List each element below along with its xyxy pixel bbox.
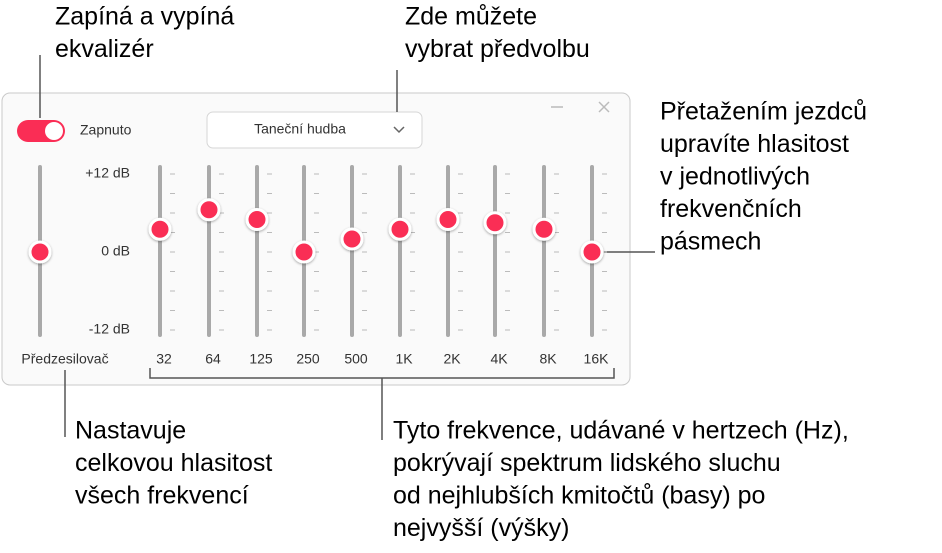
callout-text: frekvenčních xyxy=(660,195,802,223)
callout-text: Zapíná a vypíná xyxy=(55,3,234,31)
callout-text: Tyto frekvence, udávané v hertzech (Hz), xyxy=(393,417,849,445)
toggle-label: Zapnuto xyxy=(80,122,132,138)
scale-label: -12 dB xyxy=(89,321,130,337)
slider-track xyxy=(398,165,402,337)
slider-knob[interactable] xyxy=(388,217,412,241)
slider-track xyxy=(255,165,259,337)
slider-track xyxy=(207,165,211,337)
slider-track xyxy=(158,165,162,337)
band-label: 32 xyxy=(156,351,172,367)
slider-knob[interactable] xyxy=(340,227,364,251)
band-label: 500 xyxy=(344,351,368,367)
callout-text: nejvyšší (výšky) xyxy=(393,514,569,542)
band-label: 64 xyxy=(205,351,221,367)
preamp-label: Předzesilovač xyxy=(21,351,108,367)
callout-text: Zde můžete xyxy=(405,3,537,31)
slider-knob[interactable] xyxy=(532,217,556,241)
scale-label: 0 dB xyxy=(101,243,130,259)
callout-text: ekvalizér xyxy=(55,35,154,63)
dropdown-chevron xyxy=(393,126,405,134)
slider-knob[interactable] xyxy=(292,240,316,264)
band-label: 16K xyxy=(584,351,610,367)
band-label: 1K xyxy=(395,351,413,367)
eq-sliders: +12 dB 0 dB -12 dB 32 64 125 250 500 1K 2K 4K 8K 16K xyxy=(28,165,610,367)
slider-knob[interactable] xyxy=(483,211,507,235)
band-label: 8K xyxy=(539,351,557,367)
callout-text: všech frekvencí xyxy=(75,482,249,510)
callout-text: Nastavuje xyxy=(75,417,186,445)
callout-lines xyxy=(39,55,655,440)
scale-label: +12 dB xyxy=(85,165,130,181)
preset-dropdown[interactable] xyxy=(206,111,423,149)
band-label: 125 xyxy=(249,351,273,367)
band-label: 250 xyxy=(296,351,320,367)
slider-knob[interactable] xyxy=(28,240,52,264)
preset-value: Taneční hudba xyxy=(254,121,346,137)
callout-text: vybrat předvolbu xyxy=(405,35,590,63)
slider-track xyxy=(542,165,546,337)
callout-text: Přetažením jezdců xyxy=(660,98,867,126)
toggle-knob xyxy=(45,122,63,140)
slider-knob[interactable] xyxy=(436,208,460,231)
slider-knob[interactable] xyxy=(245,208,269,231)
close-button[interactable] xyxy=(598,101,610,113)
band-label: 4K xyxy=(490,351,508,367)
slider-knob[interactable] xyxy=(197,198,221,222)
callouts: Zapíná a vypíná ekvalizér Zde můžete vybrat… xyxy=(55,3,867,543)
callout-text: pokrývají spektrum lidského sluchu xyxy=(393,449,781,477)
callout-text: celkovou hlasitost xyxy=(75,449,272,477)
slider-knob[interactable] xyxy=(580,240,604,264)
callout-text: pásmech xyxy=(660,228,761,256)
band-label: 2K xyxy=(443,351,461,367)
callout-text: od nejhlubších kmitočtů (basy) po xyxy=(393,482,765,510)
slider-knob[interactable] xyxy=(148,217,172,241)
slider-track xyxy=(493,165,497,337)
callout-text: upravíte hlasitost xyxy=(660,130,849,158)
callout-text: v jednotlivých xyxy=(660,163,810,191)
slider-track xyxy=(350,165,354,337)
slider-track xyxy=(446,165,450,337)
